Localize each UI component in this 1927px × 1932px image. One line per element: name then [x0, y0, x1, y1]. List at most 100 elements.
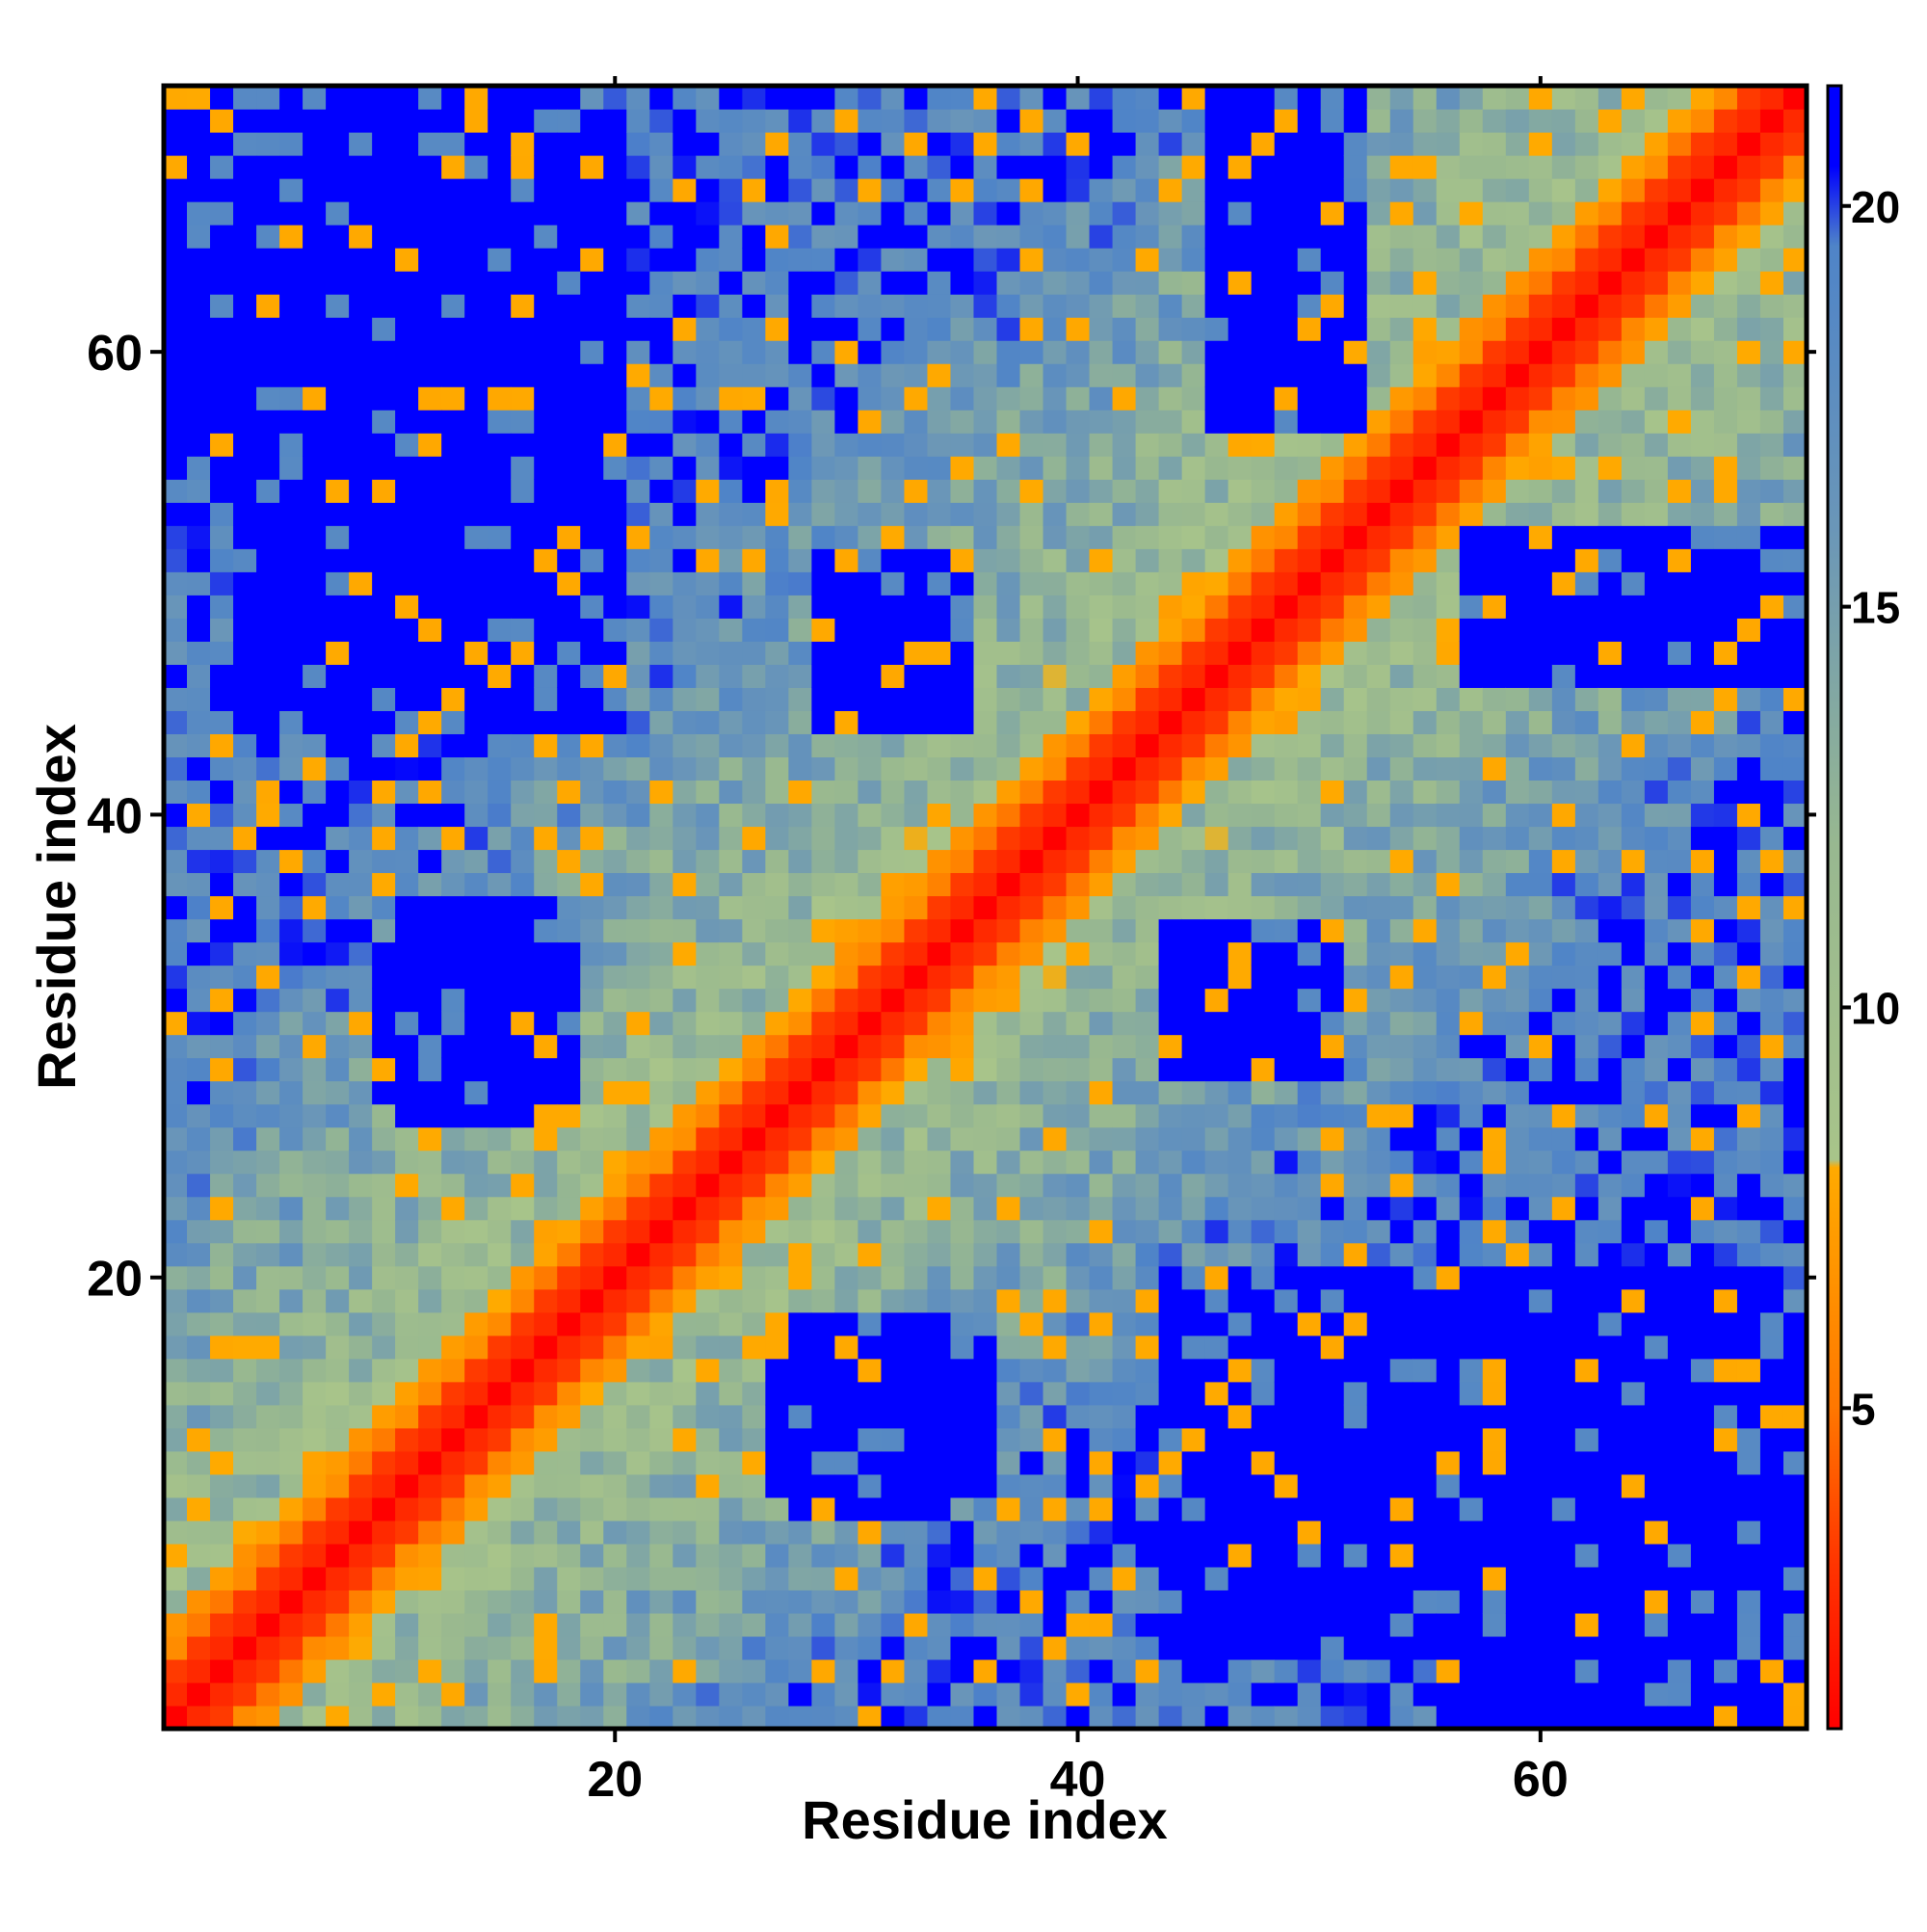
heatmap-cell — [904, 1150, 929, 1175]
heatmap-cell — [950, 502, 975, 526]
heatmap-cell — [441, 965, 465, 990]
heatmap-cell — [1505, 201, 1530, 225]
heatmap-cell — [511, 1635, 535, 1660]
heatmap-cell — [1528, 1450, 1553, 1475]
heatmap-cell — [1551, 479, 1576, 503]
heatmap-cell — [210, 1496, 234, 1522]
heatmap-cell — [1459, 178, 1484, 202]
heatmap-cell — [557, 1335, 581, 1360]
heatmap-cell — [1204, 1705, 1229, 1730]
heatmap-cell — [858, 1635, 883, 1660]
heatmap-cell — [1066, 433, 1091, 457]
heatmap-cell — [395, 872, 419, 897]
heatmap-cell — [1181, 1150, 1206, 1175]
heatmap-cell — [950, 363, 975, 387]
heatmap-cell — [187, 317, 211, 341]
heatmap-cell — [1482, 1358, 1507, 1383]
heatmap-cell — [303, 595, 327, 619]
heatmap-cell — [464, 1242, 488, 1267]
heatmap-cell — [164, 1358, 188, 1383]
heatmap-cell — [1528, 756, 1553, 781]
heatmap-cell — [1066, 525, 1091, 549]
heatmap-cell — [418, 479, 442, 503]
heatmap-cell — [464, 571, 488, 595]
heatmap-cell — [1297, 941, 1322, 966]
heatmap-cell — [1597, 872, 1623, 897]
heatmap-cell — [1436, 1635, 1461, 1660]
heatmap-cell — [1667, 664, 1692, 688]
heatmap-cell — [673, 571, 697, 595]
heatmap-cell — [418, 1427, 442, 1452]
heatmap-cell — [1713, 317, 1738, 341]
heatmap-cell — [1621, 1311, 1646, 1337]
heatmap-cell — [1089, 641, 1114, 665]
heatmap-cell — [1528, 1196, 1553, 1221]
heatmap-cell — [534, 1635, 558, 1660]
heatmap-cell — [1574, 1705, 1599, 1730]
heatmap-cell — [950, 456, 975, 480]
heatmap-cell — [233, 941, 257, 966]
heatmap-cell — [1667, 595, 1692, 619]
heatmap-cell — [765, 710, 789, 734]
heatmap-cell — [1690, 132, 1715, 156]
heatmap-cell — [1366, 1034, 1391, 1059]
heatmap-cell — [1412, 1404, 1438, 1429]
heatmap-cell — [233, 1265, 257, 1290]
heatmap-cell — [1320, 1311, 1345, 1337]
heatmap-cell — [1112, 710, 1137, 734]
heatmap-cell — [1736, 132, 1761, 156]
heatmap-cell — [349, 641, 373, 665]
heatmap-cell — [1343, 1011, 1368, 1036]
heatmap-cell — [1505, 895, 1530, 920]
heatmap-cell — [1759, 1335, 1784, 1360]
heatmap-cell — [1204, 826, 1229, 851]
heatmap-cell — [1181, 386, 1206, 410]
heatmap-cell — [1690, 456, 1715, 480]
heatmap-cell — [418, 1473, 442, 1498]
heatmap-cell — [673, 479, 697, 503]
heatmap-cell — [557, 132, 581, 156]
heatmap-cell — [649, 1358, 673, 1383]
heatmap-cell — [1366, 1473, 1391, 1498]
heatmap-cell — [973, 1635, 998, 1660]
heatmap-cell — [511, 548, 535, 572]
heatmap-cell — [603, 109, 627, 133]
heatmap-cell — [441, 941, 465, 966]
heatmap-cell — [1297, 965, 1322, 990]
heatmap-cell — [418, 317, 442, 341]
heatmap-cell — [1597, 1288, 1623, 1313]
heatmap-cell — [881, 271, 906, 295]
heatmap-cell — [649, 1496, 673, 1522]
heatmap-cell — [788, 1705, 812, 1730]
heatmap-cell — [1112, 1496, 1137, 1522]
heatmap-cell — [1181, 1635, 1206, 1660]
heatmap-cell — [788, 525, 812, 549]
heatmap-cell — [164, 756, 188, 781]
heatmap-cell — [927, 1080, 952, 1105]
heatmap-cell — [1066, 1126, 1091, 1151]
heatmap-cell — [1019, 201, 1044, 225]
heatmap-cell — [464, 1057, 488, 1082]
heatmap-cell — [626, 1705, 650, 1730]
heatmap-cell — [1227, 895, 1253, 920]
heatmap-cell — [1019, 363, 1044, 387]
heatmap-cell — [1112, 1150, 1137, 1175]
heatmap-cell — [1089, 525, 1114, 549]
heatmap-cell — [164, 1496, 188, 1522]
heatmap-cell — [649, 1126, 673, 1151]
heatmap-cell — [719, 1589, 743, 1614]
heatmap-cell — [1043, 271, 1068, 295]
heatmap-cell — [1505, 1404, 1530, 1429]
heatmap-cell — [1412, 1265, 1438, 1290]
heatmap-cell — [1482, 803, 1507, 828]
heatmap-cell — [1366, 664, 1391, 688]
heatmap-cell — [1482, 386, 1507, 410]
heatmap-cell — [1597, 1335, 1623, 1360]
heatmap-cell — [1736, 1311, 1761, 1337]
heatmap-cell — [580, 548, 604, 572]
heatmap-cell — [1574, 1543, 1599, 1568]
heatmap-cell — [1551, 1219, 1576, 1244]
heatmap-cell — [1251, 941, 1276, 966]
heatmap-cell — [1736, 1080, 1761, 1105]
heatmap-cell — [927, 988, 952, 1013]
